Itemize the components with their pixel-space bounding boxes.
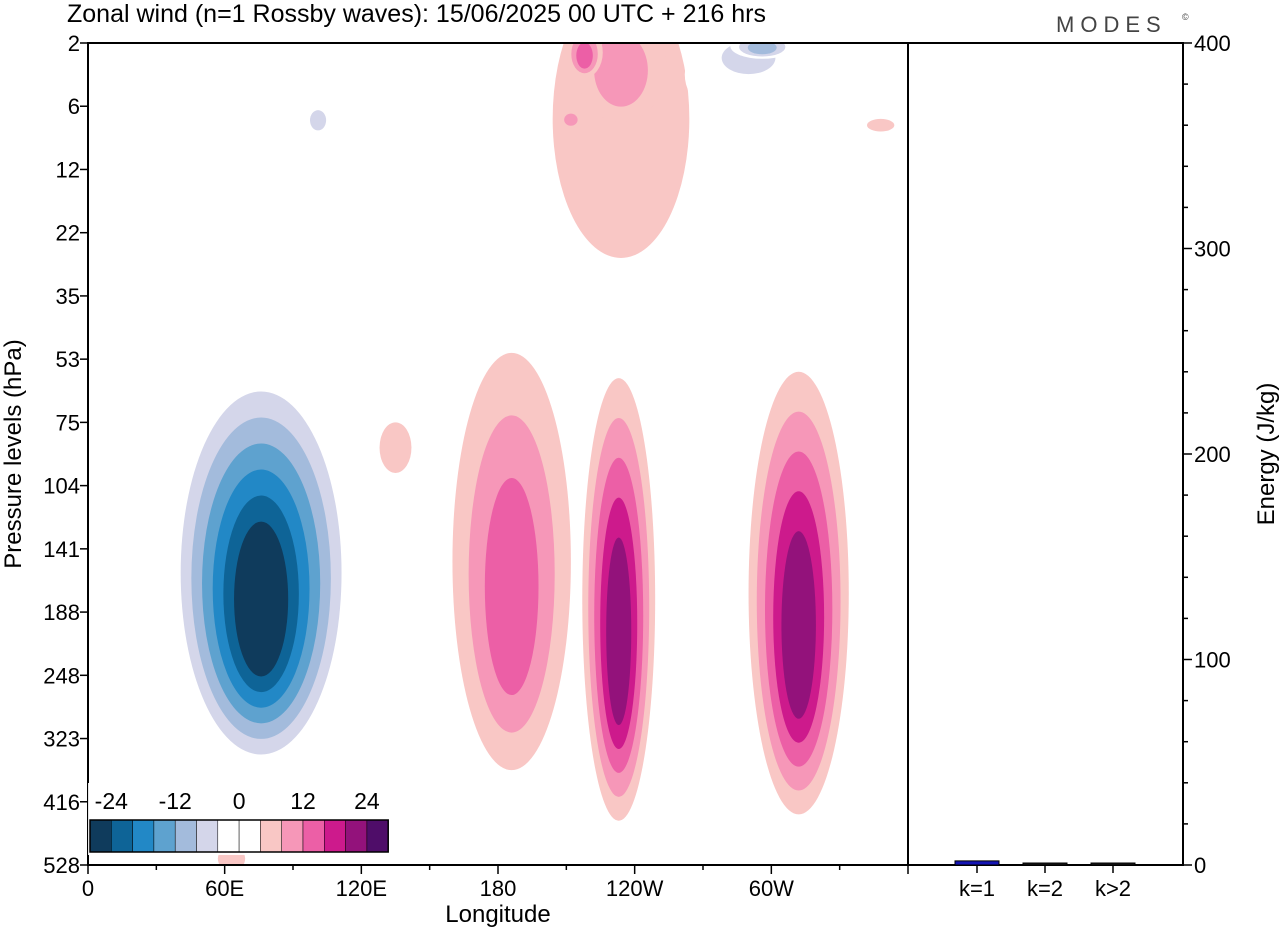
contour-fill bbox=[206, 74, 334, 290]
colorbar-swatch bbox=[132, 819, 155, 853]
colorbar-label: 24 bbox=[354, 788, 380, 814]
y-tick-label: 188 bbox=[43, 600, 80, 625]
colorbar-label: 12 bbox=[290, 788, 316, 814]
contour-trop-neg bbox=[170, 365, 353, 771]
colorbar-swatch bbox=[281, 819, 304, 853]
contour-trop-pos-a bbox=[452, 352, 571, 771]
contour-trop-pos-b bbox=[582, 378, 656, 821]
contour-fill bbox=[747, 43, 777, 55]
energy-bar-panel: 0 100 200 300 400 k=1 k=2 k>2 bbox=[907, 31, 1231, 901]
contour-strat-pos-blob bbox=[559, 109, 583, 129]
contour-fill bbox=[781, 531, 816, 719]
x-tick-label: 180 bbox=[480, 876, 517, 901]
contour-fill bbox=[484, 478, 539, 696]
colorbar: -24 -12 0 12 24 bbox=[88, 783, 391, 855]
colorbar-swatch bbox=[89, 819, 112, 853]
energy-tick-label: 400 bbox=[1194, 31, 1231, 56]
colorbar-label: -24 bbox=[95, 788, 128, 814]
contour-fill bbox=[379, 422, 412, 473]
y-tick-label: 22 bbox=[56, 221, 80, 246]
colorbar-label: -12 bbox=[159, 788, 192, 814]
energy-axis-label: Energy (J/kg) bbox=[1253, 383, 1280, 526]
y-tick-label: 53 bbox=[56, 347, 80, 372]
contour-fill bbox=[606, 537, 632, 726]
colorbar-swatch bbox=[174, 819, 197, 853]
contour-fill bbox=[594, 43, 648, 107]
colorbar-swatch bbox=[153, 819, 176, 853]
colorbar-swatch bbox=[302, 819, 325, 853]
contour-strat-pos bbox=[552, 43, 690, 258]
x-axis-label: Longitude bbox=[445, 901, 550, 928]
y-tick-label: 75 bbox=[56, 410, 80, 435]
contour-fill bbox=[309, 110, 327, 131]
contour-fill bbox=[867, 118, 895, 132]
contour-fill bbox=[564, 113, 578, 126]
y-tick-label: 323 bbox=[43, 727, 80, 752]
y-tick-label: 416 bbox=[43, 790, 80, 815]
y-tick-label: 141 bbox=[43, 537, 80, 562]
contour-fill bbox=[855, 681, 883, 865]
contour-fill bbox=[552, 43, 690, 258]
energy-category-label: k>2 bbox=[1095, 876, 1131, 901]
x-tick-label: 120W bbox=[606, 876, 664, 901]
contour-low-neg-c bbox=[855, 681, 883, 865]
energy-bar-k=1 bbox=[954, 860, 1000, 866]
bar-panel-frame bbox=[907, 42, 1184, 866]
colorbar-frame bbox=[89, 819, 389, 853]
contour-low-neg-a bbox=[660, 643, 673, 720]
contour-strat-neg-b bbox=[206, 74, 334, 290]
x-tick-label: 60W bbox=[749, 876, 794, 901]
contour-fill bbox=[885, 404, 908, 504]
colorbar-swatch bbox=[260, 819, 282, 853]
brand-logo: MODES bbox=[1056, 12, 1167, 37]
contour-low-neg-b bbox=[655, 776, 674, 865]
contour-strat-neg-b-core bbox=[304, 103, 332, 135]
y-tick-label: 6 bbox=[68, 94, 80, 119]
colorbar-swatch bbox=[324, 819, 346, 853]
colorbar-swatch bbox=[238, 819, 261, 853]
energy-tick-label: 100 bbox=[1194, 648, 1231, 673]
contour-fill bbox=[660, 643, 673, 720]
colorbar-swatch bbox=[111, 819, 133, 853]
energy-tick-label: 200 bbox=[1194, 442, 1231, 467]
energy-tick-label: 300 bbox=[1194, 237, 1231, 262]
y-tick-label: 2 bbox=[68, 31, 80, 56]
contour-strat-neg-c-l3 bbox=[730, 43, 795, 59]
contour-strat-pos-l3 bbox=[566, 43, 603, 78]
y-tick-label: 528 bbox=[43, 853, 80, 878]
contour-fill bbox=[655, 776, 674, 865]
y-tick-label: 104 bbox=[43, 474, 80, 499]
y-tick-label: 12 bbox=[56, 157, 80, 182]
colorbar-label: 0 bbox=[233, 788, 246, 814]
colorbar-swatch bbox=[217, 819, 240, 853]
chart-title: Zonal wind (n=1 Rossby waves): 15/06/202… bbox=[67, 0, 766, 28]
contour-strat-pos-small bbox=[867, 118, 895, 132]
y-axis-label: Pressure levels (hPa) bbox=[0, 339, 27, 568]
x-axis: 0 60E 120E 180 120W 60W bbox=[82, 865, 909, 901]
brand-mark: © bbox=[1182, 12, 1189, 22]
contour-fill bbox=[576, 43, 593, 69]
energy-category-label: k=2 bbox=[1027, 876, 1063, 901]
contour-field bbox=[149, 43, 908, 865]
x-tick-label: 0 bbox=[82, 876, 94, 901]
colorbar-swatch bbox=[345, 819, 368, 853]
colorbar-swatch bbox=[366, 819, 389, 853]
x-tick-label: 60E bbox=[205, 876, 244, 901]
energy-bar-k>2 bbox=[1090, 862, 1136, 866]
contour-trop-pos-small bbox=[379, 422, 412, 473]
x-tick-label: 120E bbox=[336, 876, 387, 901]
y-axis: 2 6 12 22 35 53 75 104 141 188 248 323 416 528 bbox=[43, 31, 88, 878]
y-tick-label: 35 bbox=[56, 284, 80, 309]
energy-bar-k=2 bbox=[1022, 862, 1068, 866]
energy-category-label: k=1 bbox=[959, 876, 995, 901]
y-tick-label: 248 bbox=[43, 663, 80, 688]
contour-fill bbox=[234, 521, 289, 677]
contour-trop-neg-east bbox=[885, 404, 908, 504]
colorbar-swatch bbox=[196, 819, 219, 853]
energy-tick-label: 0 bbox=[1194, 853, 1206, 878]
contour-trop-pos-c bbox=[748, 371, 849, 815]
